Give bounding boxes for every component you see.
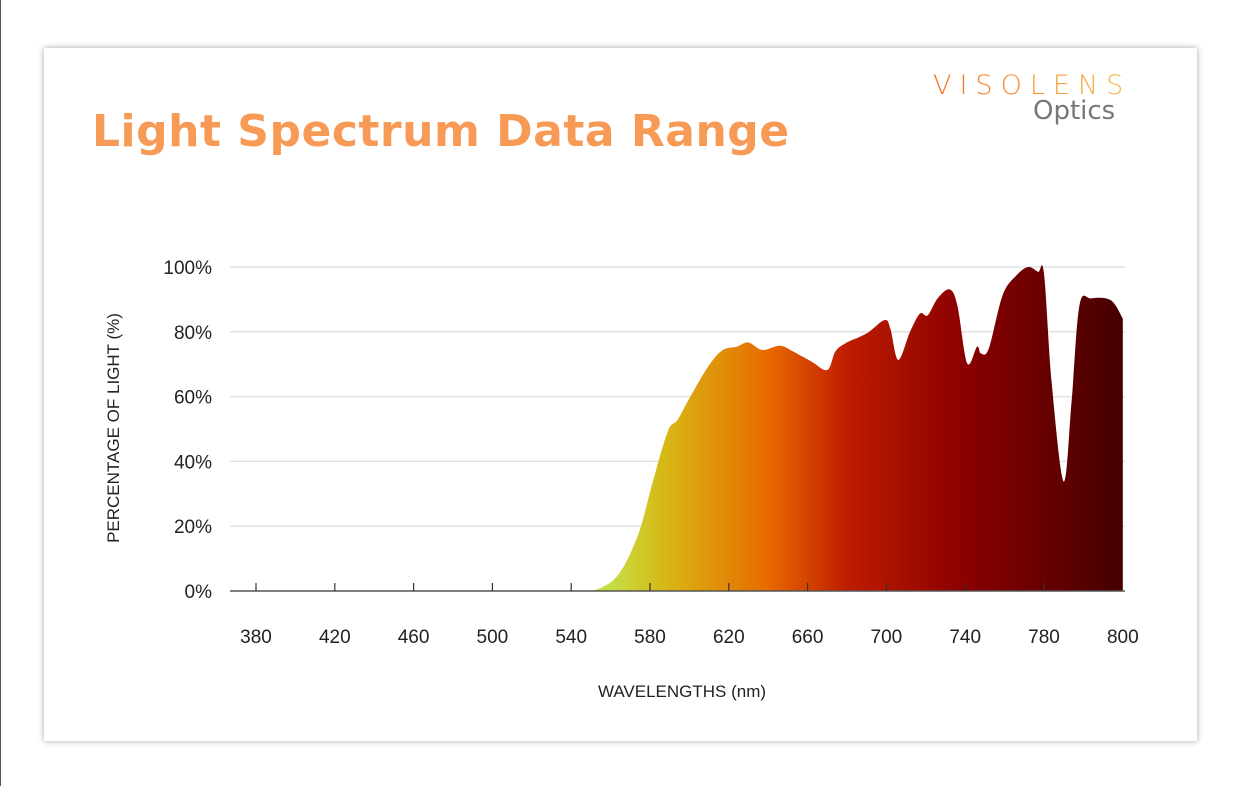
- x-tick-label: 780: [1028, 627, 1060, 648]
- logo-sub: Optics: [1033, 96, 1116, 126]
- x-tick-label: 800: [1107, 627, 1139, 648]
- x-tick-label: 540: [555, 627, 587, 648]
- chart-title: Light Spectrum Data Range: [92, 106, 790, 157]
- logo-brand: VISOLENS: [933, 70, 1132, 101]
- x-tick-label: 420: [319, 627, 351, 648]
- x-tick-label: 380: [240, 627, 272, 648]
- y-tick-label: 20%: [174, 517, 212, 538]
- spectrum-area: [559, 265, 1123, 591]
- x-tick-label: 620: [713, 627, 745, 648]
- y-tick-label: 40%: [174, 452, 212, 473]
- x-axis-label: WAVELENGTHS (nm): [598, 682, 766, 701]
- y-tick-label: 100%: [163, 258, 212, 279]
- x-tick-label: 740: [949, 627, 981, 648]
- x-tick-label: 700: [871, 627, 903, 648]
- x-tick-label: 460: [398, 627, 430, 648]
- y-tick-label: 60%: [174, 388, 212, 409]
- y-tick-label: 0%: [185, 582, 213, 603]
- x-tick-label: 580: [634, 627, 666, 648]
- y-tick-label: 80%: [174, 323, 212, 344]
- x-tick-label: 500: [477, 627, 509, 648]
- y-axis-label: PERCENTAGE OF LIGHT (%): [104, 313, 123, 543]
- x-tick-label: 660: [792, 627, 824, 648]
